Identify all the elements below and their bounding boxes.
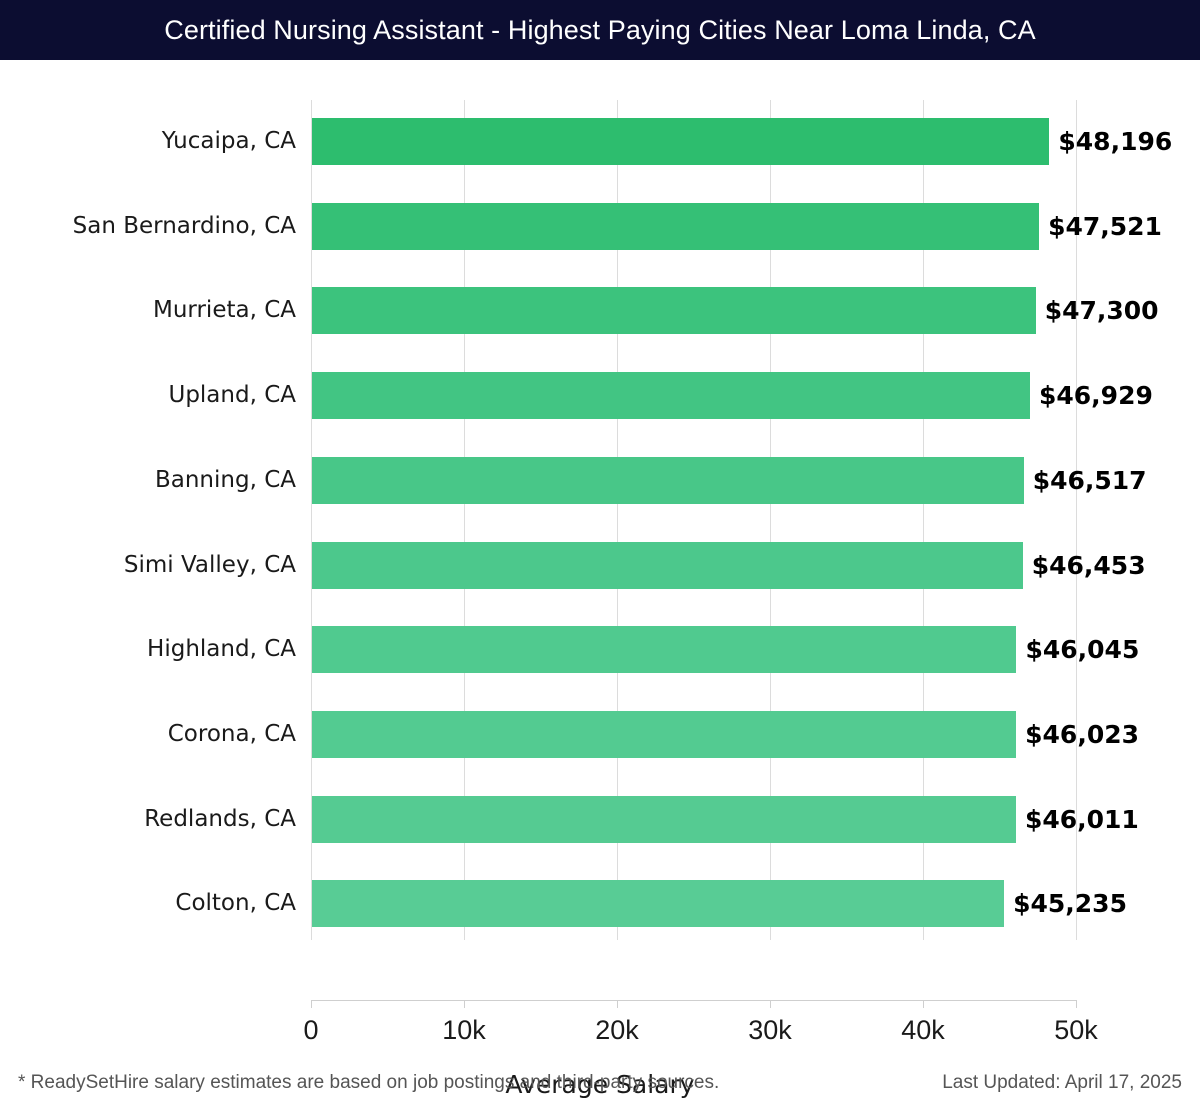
category-label: Highland, CA xyxy=(147,636,296,663)
bar[interactable] xyxy=(312,118,1050,165)
x-tick-label: 0 xyxy=(303,1015,319,1045)
bar-row: San Bernardino, CA $47,521 xyxy=(0,202,1200,288)
footer-disclaimer: * ReadySetHire salary estimates are base… xyxy=(18,1072,720,1093)
bar-value-label: $46,011 xyxy=(1024,804,1139,834)
gridline-30k xyxy=(770,100,771,940)
bar-row: Yucaipa, CA $48,196 xyxy=(0,118,1200,203)
bar[interactable] xyxy=(312,202,1040,250)
x-tick-mark-30k xyxy=(770,1000,771,1008)
x-axis-line xyxy=(311,1000,1077,1001)
bar-row: Colton, CA $45,235 xyxy=(0,880,1200,965)
bar-value-label: $48,196 xyxy=(1058,127,1173,156)
category-label: Simi Valley, CA xyxy=(123,551,296,578)
x-tick-mark-20k xyxy=(617,1000,618,1008)
category-label: Upland, CA xyxy=(168,382,296,409)
x-tick-mark-10k xyxy=(464,1000,465,1008)
category-label: Yucaipa, CA xyxy=(161,128,296,154)
bar[interactable] xyxy=(312,795,1016,843)
bar-value-label: $46,023 xyxy=(1025,719,1140,749)
bar[interactable] xyxy=(312,372,1030,420)
footer-last-updated: Last Updated: April 17, 2025 xyxy=(942,1072,1182,1093)
category-label: Redlands, CA xyxy=(144,805,296,832)
chart-title-bar: Certified Nursing Assistant - Highest Pa… xyxy=(0,0,1200,60)
category-label: San Bernardino, CA xyxy=(72,212,296,239)
bar-row: Highland, CA $46,045 xyxy=(0,626,1200,711)
bar[interactable] xyxy=(312,710,1017,758)
bar-value-label: $47,521 xyxy=(1048,211,1162,241)
x-tick-label: 20k xyxy=(595,1015,639,1045)
gridline-20k xyxy=(617,100,618,940)
bar-value-label: $47,300 xyxy=(1044,296,1159,326)
category-label: Corona, CA xyxy=(167,720,296,747)
bar[interactable] xyxy=(312,626,1017,674)
x-tick-mark-50k xyxy=(1076,1000,1077,1008)
bar[interactable] xyxy=(312,456,1024,504)
bar-value-label: $46,929 xyxy=(1039,381,1153,411)
bar-value-label: $45,235 xyxy=(1013,889,1127,919)
x-tick-mark-40k xyxy=(923,1000,924,1008)
x-tick-label: 40k xyxy=(901,1015,945,1045)
bar-row: Redlands, CA $46,011 xyxy=(0,795,1200,881)
page-title: Certified Nursing Assistant - Highest Pa… xyxy=(164,14,1036,45)
bar-row: Banning, CA $46,517 xyxy=(0,456,1200,542)
category-label: Colton, CA xyxy=(175,890,296,917)
x-tick-label: 10k xyxy=(442,1015,486,1045)
category-label: Banning, CA xyxy=(154,466,296,493)
bar-row: Murrieta, CA $47,300 xyxy=(0,287,1200,372)
gridline-10k xyxy=(464,100,465,940)
gridline-50k xyxy=(1076,100,1077,940)
plot-area xyxy=(311,100,1077,940)
category-label: Murrieta, CA xyxy=(153,297,296,324)
bar[interactable] xyxy=(312,541,1023,589)
gridline-0 xyxy=(311,100,312,940)
chart-canvas: Yucaipa, CA $48,196 San Bernardino, CA $47,… xyxy=(0,60,1200,1099)
bar[interactable] xyxy=(312,287,1036,335)
x-axis-title: Average Salary xyxy=(505,1070,695,1099)
bar-row: Simi Valley, CA $46,453 xyxy=(0,541,1200,627)
x-tick-mark-0 xyxy=(311,1000,312,1008)
bar-row: Corona, CA $46,023 xyxy=(0,710,1200,796)
bar-row: Upland, CA $46,929 xyxy=(0,372,1200,457)
bar[interactable] xyxy=(312,880,1005,928)
x-tick-label: 30k xyxy=(748,1015,792,1045)
bar-value-label: $46,517 xyxy=(1032,465,1147,495)
bar-value-label: $46,045 xyxy=(1025,635,1140,665)
bar-value-label: $46,453 xyxy=(1031,550,1146,580)
gridline-40k xyxy=(923,100,924,940)
x-tick-label: 50k xyxy=(1054,1015,1098,1045)
chart-footer: * ReadySetHire salary estimates are base… xyxy=(0,1072,1200,1120)
